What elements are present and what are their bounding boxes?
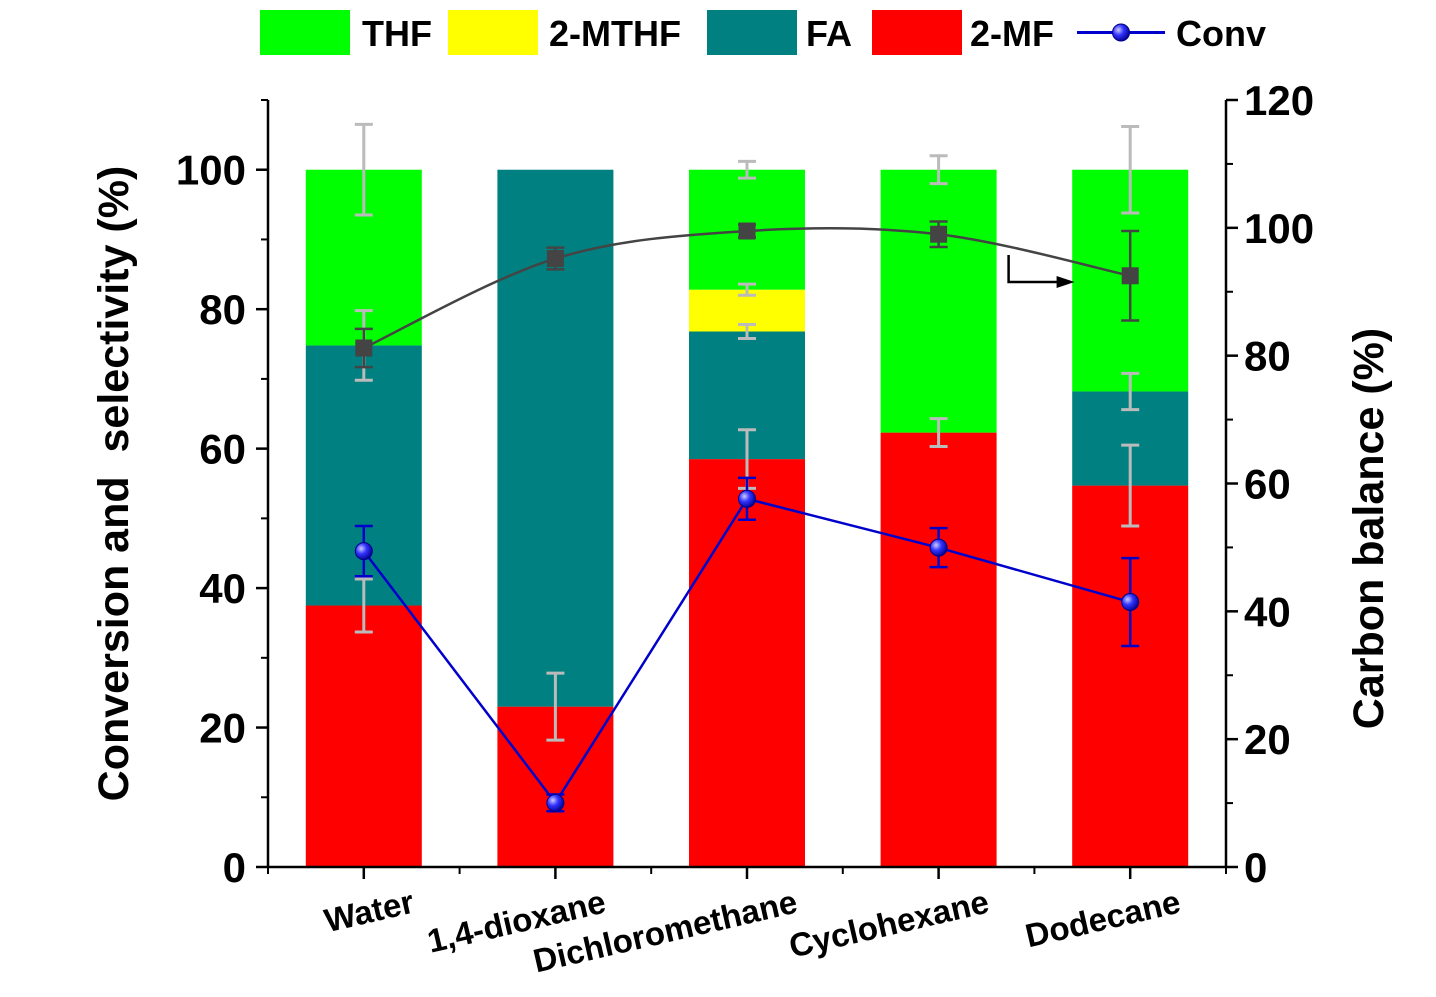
left-tick-label: 60 (199, 426, 246, 473)
error-bar-layer (354, 122, 1140, 742)
bar-2-mf-4 (1072, 485, 1189, 867)
right-tick-label: 20 (1244, 716, 1291, 763)
point-conv-4 (1121, 593, 1140, 612)
y2-axis-title: Carbon balance (%) (1345, 328, 1393, 729)
legend-swatch-fa (707, 10, 797, 55)
legend-marker-conv (1112, 23, 1130, 42)
point-carbon-balance-0 (355, 339, 373, 357)
left-tick-label: 0 (223, 844, 246, 891)
x-tick-label-0: Water (321, 883, 418, 939)
legend-swatch-thf (260, 10, 350, 55)
legend-label-2-mthf: 2-MTHF (549, 13, 681, 54)
x-tick-label-3: Cyclohexane (785, 883, 992, 965)
legend-label-2-mf: 2-MF (970, 13, 1054, 54)
point-carbon-balance-3 (930, 225, 948, 243)
legend-label-conv: Conv (1176, 13, 1266, 54)
point-conv-3 (929, 538, 948, 557)
legend-swatch-2-mthf (448, 10, 538, 55)
right-tick-label: 120 (1244, 77, 1314, 124)
line-layer (354, 220, 1140, 813)
legend-label-fa: FA (806, 13, 852, 54)
y-axis-title: Conversion and selectivity (%) (90, 166, 138, 802)
left-tick-label: 100 (176, 147, 246, 194)
bar-2-mf-2 (689, 459, 805, 867)
legend: THF 2-MTHF FA 2-MF Conv (260, 10, 1266, 55)
point-carbon-balance-1 (546, 250, 564, 268)
right-tick-label: 0 (1244, 844, 1267, 891)
bar-thf-3 (880, 169, 997, 433)
right-tick-label: 60 (1244, 461, 1291, 508)
point-conv-2 (738, 489, 756, 508)
left-tick-label: 20 (199, 705, 246, 752)
point-conv-1 (546, 793, 565, 812)
point-carbon-balance-2 (738, 222, 756, 240)
arrow-annotation-head (1056, 276, 1075, 288)
right-tick-label: 100 (1244, 205, 1314, 252)
legend-label-thf: THF (362, 13, 432, 54)
bar-2-mf-3 (880, 432, 997, 867)
right-tick-label: 40 (1244, 588, 1291, 635)
right-tick-label: 80 (1244, 333, 1291, 380)
bar-2-mf-0 (305, 605, 422, 867)
point-conv-0 (354, 542, 373, 561)
legend-swatch-2-mf (872, 10, 962, 55)
arrow-annotation (1007, 255, 1061, 284)
x-tick-label-4: Dodecane (1022, 883, 1184, 955)
point-carbon-balance-4 (1121, 267, 1139, 285)
left-tick-label: 40 (199, 565, 246, 612)
left-tick-label: 80 (199, 286, 246, 333)
